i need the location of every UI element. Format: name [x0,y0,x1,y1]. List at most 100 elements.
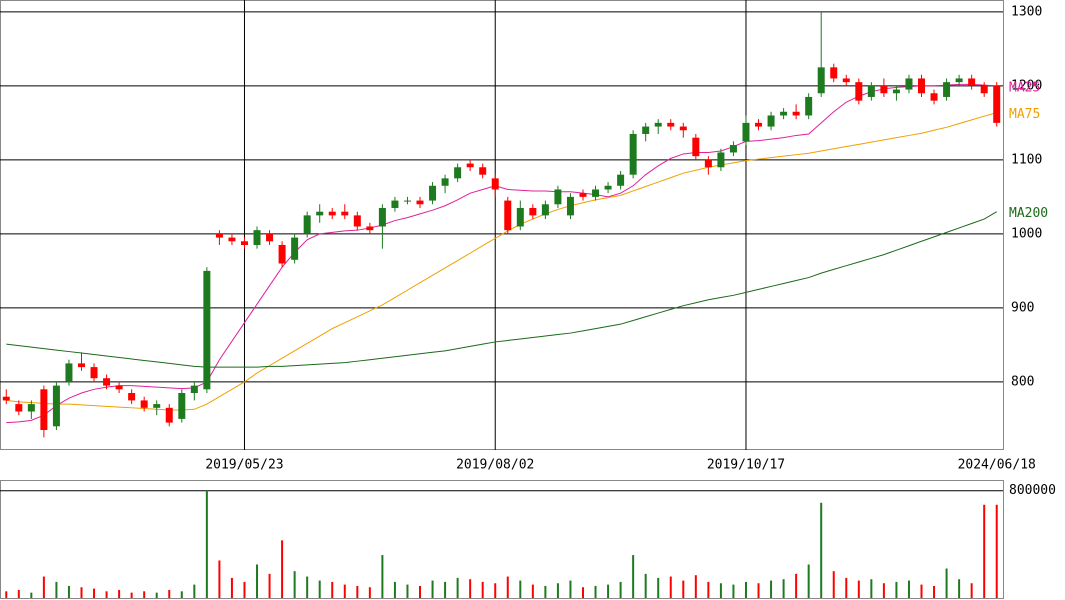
candle-body [441,178,449,186]
candle-body [228,237,236,242]
candle-body [855,82,863,101]
candle-body [65,363,73,382]
price-frame [0,0,1004,450]
y-tick-label: 800000 [1009,483,1056,498]
candle-body [165,407,173,423]
candle-body [316,211,324,216]
x-tick-label: 2024/06/18 [958,458,1036,473]
candle-body [930,93,938,101]
candle-body [867,85,875,97]
candle-body [579,193,587,197]
candle-body [541,204,549,216]
y-tick-label: 1100 [1011,152,1042,167]
candle-body [429,185,437,201]
candle-body [253,230,261,245]
candle-body [378,207,386,227]
candle-body [717,152,725,168]
candle-body [90,367,98,379]
candle-body [516,207,524,227]
candle-body [993,85,1001,123]
candle-body [955,78,963,83]
candle-body [980,85,988,94]
candle-body [52,385,60,427]
x-tick-label: 2019/08/02 [456,458,534,473]
candle-body [391,200,399,208]
candle-body [692,137,700,157]
candle-body [115,385,123,390]
candle-body [805,96,813,116]
candle-body [742,122,750,142]
candle-body [968,78,976,86]
candle-body [278,244,286,264]
candle-body [27,404,35,412]
candle-body [190,385,198,394]
candle-body [755,122,763,127]
candle-body [592,189,600,197]
candle-body [454,167,462,179]
candle-body [943,82,951,97]
ma-line [6,83,997,424]
candle-body [341,211,349,216]
candle-body [266,233,274,242]
volume-frame [0,480,1004,599]
candle-body [403,200,411,202]
candle-body [140,400,148,408]
candle-body [303,215,311,234]
candle-body [654,122,662,127]
legend-label: MA75 [1009,107,1040,122]
candle-body [566,196,574,216]
candle-body [604,185,612,190]
candle-body [667,122,675,127]
candle-body [291,237,299,260]
x-tick-label: 2019/10/17 [707,458,785,473]
candle-body [529,207,537,216]
candle-body [704,159,712,168]
legend-label: MA25 [1009,80,1040,95]
candle-body [780,111,788,116]
y-tick-label: 1300 [1011,4,1042,19]
ma-line [6,112,997,411]
candle-body [817,67,825,94]
y-tick-label: 900 [1011,300,1034,315]
ma-line [6,211,997,368]
candle-body [353,215,361,227]
x-tick-label: 2019/05/23 [205,458,283,473]
candle-body [729,145,737,153]
candle-body [905,78,913,90]
candle-body [240,241,248,245]
candle-body [617,174,625,186]
candle-body [103,378,111,386]
candle-body [416,200,424,205]
candle-body [2,396,10,401]
legend-label: MA200 [1009,206,1048,221]
candle-body [918,78,926,94]
candle-body [892,89,900,94]
candle-body [215,233,223,238]
candle-body [203,270,211,390]
candle-body [830,67,838,79]
candle-body [491,178,499,190]
candle-body [178,393,186,419]
candle-body [479,167,487,175]
candle-body [153,404,161,408]
candle-body [504,200,512,231]
candle-body [328,211,336,216]
candle-body [792,111,800,116]
candle-body [767,115,775,127]
candle-body [466,163,474,168]
candle-body [679,126,687,131]
candle-body [629,133,637,175]
candle-body [554,189,562,205]
candle-body [880,85,888,94]
candle-body [128,393,136,401]
candle-body [15,404,23,412]
y-tick-label: 800 [1011,374,1034,389]
candle-body [842,78,850,83]
candle-body [77,363,85,368]
candle-body [40,389,48,431]
candle-body [366,226,374,231]
y-tick-label: 1000 [1011,226,1042,241]
y-tick-label: 1200 [1011,78,1042,93]
candle-body [642,126,650,134]
